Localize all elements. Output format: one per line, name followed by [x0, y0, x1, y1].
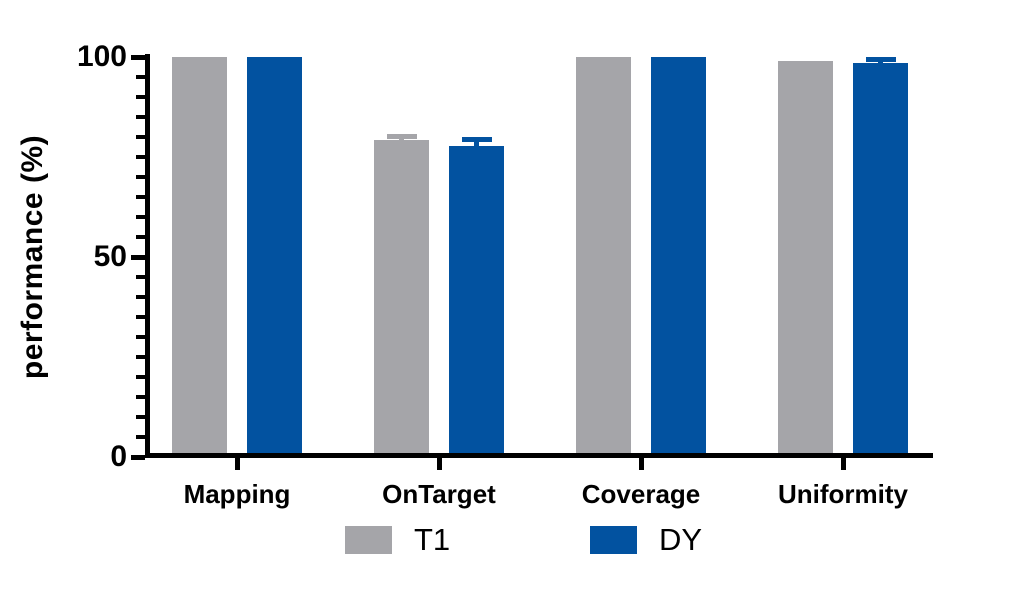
- bar-dy-ontarget: [449, 145, 504, 457]
- error-bar-cap: [461, 136, 492, 142]
- error-bar-cap: [865, 56, 896, 62]
- x-axis-line: [145, 453, 933, 458]
- x-category-label: Coverage: [581, 479, 701, 509]
- y-minor-tick: [136, 115, 145, 119]
- y-minor-tick: [136, 155, 145, 159]
- legend-swatch-dy: [590, 526, 637, 554]
- y-minor-tick: [136, 195, 145, 199]
- error-bar-stem: [474, 138, 479, 149]
- y-minor-tick: [136, 75, 145, 79]
- y-minor-tick: [136, 135, 145, 139]
- y-minor-tick: [136, 335, 145, 339]
- y-minor-tick: [136, 395, 145, 399]
- bar-dy-coverage: [651, 57, 706, 457]
- legend-label: DY: [659, 522, 703, 557]
- x-tick: [639, 458, 644, 470]
- y-minor-tick: [136, 315, 145, 319]
- y-minor-tick: [136, 355, 145, 359]
- y-axis-line: [145, 54, 150, 458]
- legend-item-dy: DY: [590, 522, 702, 558]
- error-bar-stem: [399, 135, 404, 143]
- error-bar-stem: [878, 58, 883, 66]
- x-category-label: Mapping: [183, 479, 291, 509]
- y-minor-tick: [136, 295, 145, 299]
- bar-t1-ontarget: [374, 139, 429, 457]
- error-bar-cap: [386, 133, 417, 139]
- legend-item-t1: T1: [345, 522, 450, 558]
- y-tick-label: 50: [93, 240, 127, 273]
- x-tick: [437, 458, 442, 470]
- y-minor-tick: [136, 175, 145, 179]
- bar-t1-coverage: [576, 57, 631, 457]
- y-minor-tick: [136, 275, 145, 279]
- y-major-tick: [131, 255, 145, 260]
- bar-dy-uniformity: [853, 62, 908, 457]
- y-minor-tick: [136, 375, 145, 379]
- x-category-label: OnTarget: [382, 479, 496, 509]
- x-tick: [235, 458, 240, 470]
- y-major-tick: [131, 55, 145, 60]
- legend-swatch-t1: [345, 526, 392, 554]
- y-minor-tick: [136, 435, 145, 439]
- y-tick-label: 0: [110, 440, 127, 473]
- bar-t1-uniformity: [778, 61, 833, 457]
- bar-t1-mapping: [172, 57, 227, 457]
- y-minor-tick: [136, 415, 145, 419]
- y-minor-tick: [136, 215, 145, 219]
- x-category-label: Uniformity: [778, 479, 908, 509]
- y-minor-tick: [136, 235, 145, 239]
- legend-label: T1: [414, 522, 451, 557]
- y-minor-tick: [136, 95, 145, 99]
- bar-dy-mapping: [247, 57, 302, 457]
- y-major-tick: [131, 455, 145, 460]
- y-tick-label: 100: [76, 40, 127, 73]
- x-tick: [841, 458, 846, 470]
